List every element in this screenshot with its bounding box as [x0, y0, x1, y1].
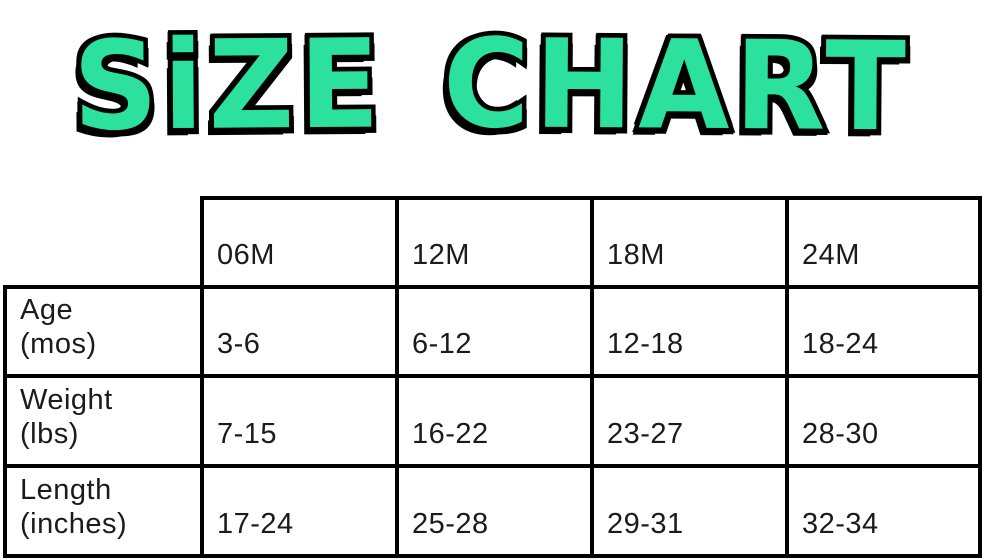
cell-weight-12m: 16-22: [395, 374, 594, 468]
row-label-unit: (lbs): [20, 417, 79, 450]
cell-age-12m: 6-12: [395, 285, 594, 378]
cell-length-06m: 17-24: [200, 464, 399, 558]
column-header-18m: 18M: [590, 196, 789, 289]
row-label-weight: Weight (lbs): [3, 374, 204, 468]
row-label-unit: (inches): [20, 507, 128, 540]
column-header-06m: 06M: [200, 196, 399, 289]
title-word-size: SiZE: [68, 8, 390, 163]
row-label-text: Age: [20, 293, 74, 326]
page-title: SiZE CHART: [0, 0, 984, 170]
column-header-24m: 24M: [785, 196, 982, 289]
cell-length-12m: 25-28: [395, 464, 594, 558]
title-word-chart: CHART: [438, 7, 916, 163]
cell-age-24m: 18-24: [785, 285, 982, 378]
cell-weight-18m: 23-27: [590, 374, 789, 468]
cell-weight-06m: 7-15: [200, 374, 399, 468]
cell-weight-24m: 28-30: [785, 374, 982, 468]
cell-age-18m: 12-18: [590, 285, 789, 378]
row-label-age: Age (mos): [3, 285, 204, 378]
row-label-unit: (mos): [20, 327, 97, 360]
table-row-weight: Weight (lbs) 7-15 16-22 23-27 28-30: [3, 374, 982, 468]
cell-length-24m: 32-34: [785, 464, 982, 558]
column-header-12m: 12M: [395, 196, 594, 289]
row-label-length: Length (inches): [3, 464, 204, 558]
header-row: 06M 12M 18M 24M: [5, 196, 982, 289]
size-table: 06M 12M 18M 24M Age (mos) 3-6 6-12 12-18…: [3, 196, 982, 558]
corner-cell: [5, 198, 204, 289]
table-row-age: Age (mos) 3-6 6-12 12-18 18-24: [3, 285, 982, 378]
row-label-text: Length: [20, 473, 112, 506]
table-row-length: Length (inches) 17-24 25-28 29-31 32-34: [3, 464, 982, 558]
cell-age-06m: 3-6: [200, 285, 399, 378]
cell-length-18m: 29-31: [590, 464, 789, 558]
row-label-text: Weight: [20, 383, 113, 416]
